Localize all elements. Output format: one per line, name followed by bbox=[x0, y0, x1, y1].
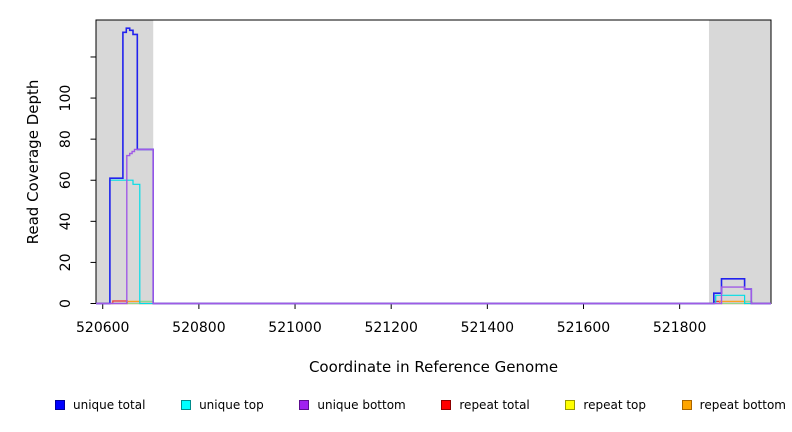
legend-label: unique total bbox=[73, 398, 146, 412]
legend-item-unique-top: unique top bbox=[181, 398, 264, 412]
legend-item-repeat-total: repeat total bbox=[441, 398, 530, 412]
x-tick-label: 520600 bbox=[76, 320, 129, 336]
legend-label: repeat total bbox=[459, 398, 530, 412]
chart-legend: unique total unique top unique bottom repea… bbox=[0, 398, 792, 412]
legend-item-repeat-top: repeat top bbox=[565, 398, 646, 412]
legend-label: repeat bottom bbox=[699, 398, 786, 412]
legend-label: unique top bbox=[199, 398, 264, 412]
unique-total-swatch-icon bbox=[55, 400, 65, 410]
x-tick-label: 521800 bbox=[653, 320, 706, 336]
y-tick-label: 80 bbox=[58, 130, 74, 148]
legend-item-repeat-bottom: repeat bottom bbox=[681, 398, 786, 412]
shaded-region bbox=[96, 20, 154, 304]
legend-label: unique bottom bbox=[317, 398, 406, 412]
repeat-total-swatch-icon bbox=[441, 400, 452, 410]
x-tick-label: 521000 bbox=[268, 320, 321, 336]
y-tick-label: 100 bbox=[58, 85, 74, 112]
y-tick-label: 0 bbox=[58, 299, 74, 308]
x-tick-label: 521200 bbox=[364, 320, 417, 336]
repeat-top-swatch-icon bbox=[565, 400, 576, 410]
legend-item-unique-bottom: unique bottom bbox=[299, 398, 406, 412]
x-tick-label: 521600 bbox=[557, 320, 610, 336]
x-axis-title: Coordinate in Reference Genome bbox=[308, 358, 559, 376]
legend-item-unique-total: unique total bbox=[55, 398, 145, 412]
repeat-bottom-swatch-icon bbox=[681, 400, 692, 410]
y-tick-label: 60 bbox=[58, 171, 74, 189]
y-tick-label: 20 bbox=[58, 253, 74, 271]
unique-top-swatch-icon bbox=[181, 400, 192, 410]
series-line-unique-bottom bbox=[96, 148, 771, 305]
x-tick-label: 520800 bbox=[172, 320, 225, 336]
series-line-unique-top bbox=[96, 179, 771, 305]
plot-border bbox=[95, 19, 772, 304]
y-tick-label: 40 bbox=[58, 212, 74, 230]
legend-label: repeat top bbox=[583, 398, 647, 412]
shaded-region bbox=[708, 20, 771, 304]
unique-bottom-swatch-icon bbox=[299, 400, 310, 410]
x-tick-label: 521400 bbox=[461, 320, 514, 336]
y-axis-title-text: Read Coverage Depth bbox=[24, 79, 42, 245]
series-line-unique-total bbox=[96, 27, 771, 305]
